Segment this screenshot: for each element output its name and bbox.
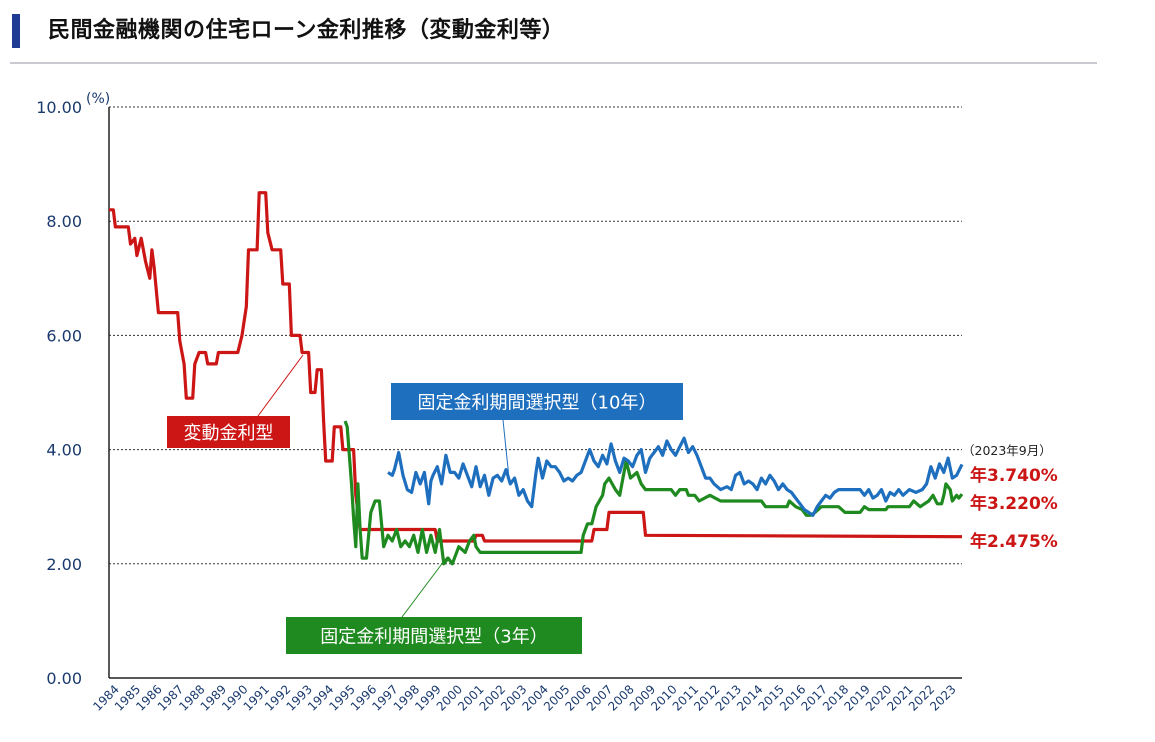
callout-box-2	[391, 383, 683, 420]
series-name-label-1: 固定金利期間選択型（3年）	[320, 627, 547, 648]
as-of-note: （2023年9月）	[962, 443, 1052, 458]
title-divider	[10, 62, 1097, 64]
series-line-2	[387, 436, 964, 517]
callout-box-1	[286, 617, 582, 654]
title-accent-bar	[12, 14, 20, 48]
end-value-label-0: 年2.475%	[970, 531, 1058, 552]
series-line-1	[343, 420, 964, 566]
callout-leader-1	[401, 556, 448, 618]
callout-leader-2	[502, 419, 510, 479]
y-tick-label: 6.00	[46, 326, 82, 345]
y-tick-label: 10.00	[36, 98, 82, 117]
callout-leader-0	[257, 354, 304, 417]
series-name-label-0: 変動金利型	[184, 423, 274, 444]
callout-box-0	[167, 416, 290, 448]
series-name-label-2: 固定金利期間選択型（10年）	[418, 393, 657, 414]
y-axis-unit-label: (%)	[86, 91, 110, 107]
end-value-label-2: 年3.740%	[970, 465, 1058, 486]
series-line-0	[109, 191, 963, 543]
y-tick-label: 0.00	[46, 669, 82, 688]
y-tick-label: 2.00	[46, 555, 82, 574]
end-value-label-1: 年3.220%	[970, 493, 1058, 514]
page-title: 民間金融機関の住宅ローン金利推移（変動金利等）	[48, 18, 565, 43]
y-tick-label: 8.00	[46, 212, 82, 231]
y-tick-label: 4.00	[46, 441, 82, 460]
